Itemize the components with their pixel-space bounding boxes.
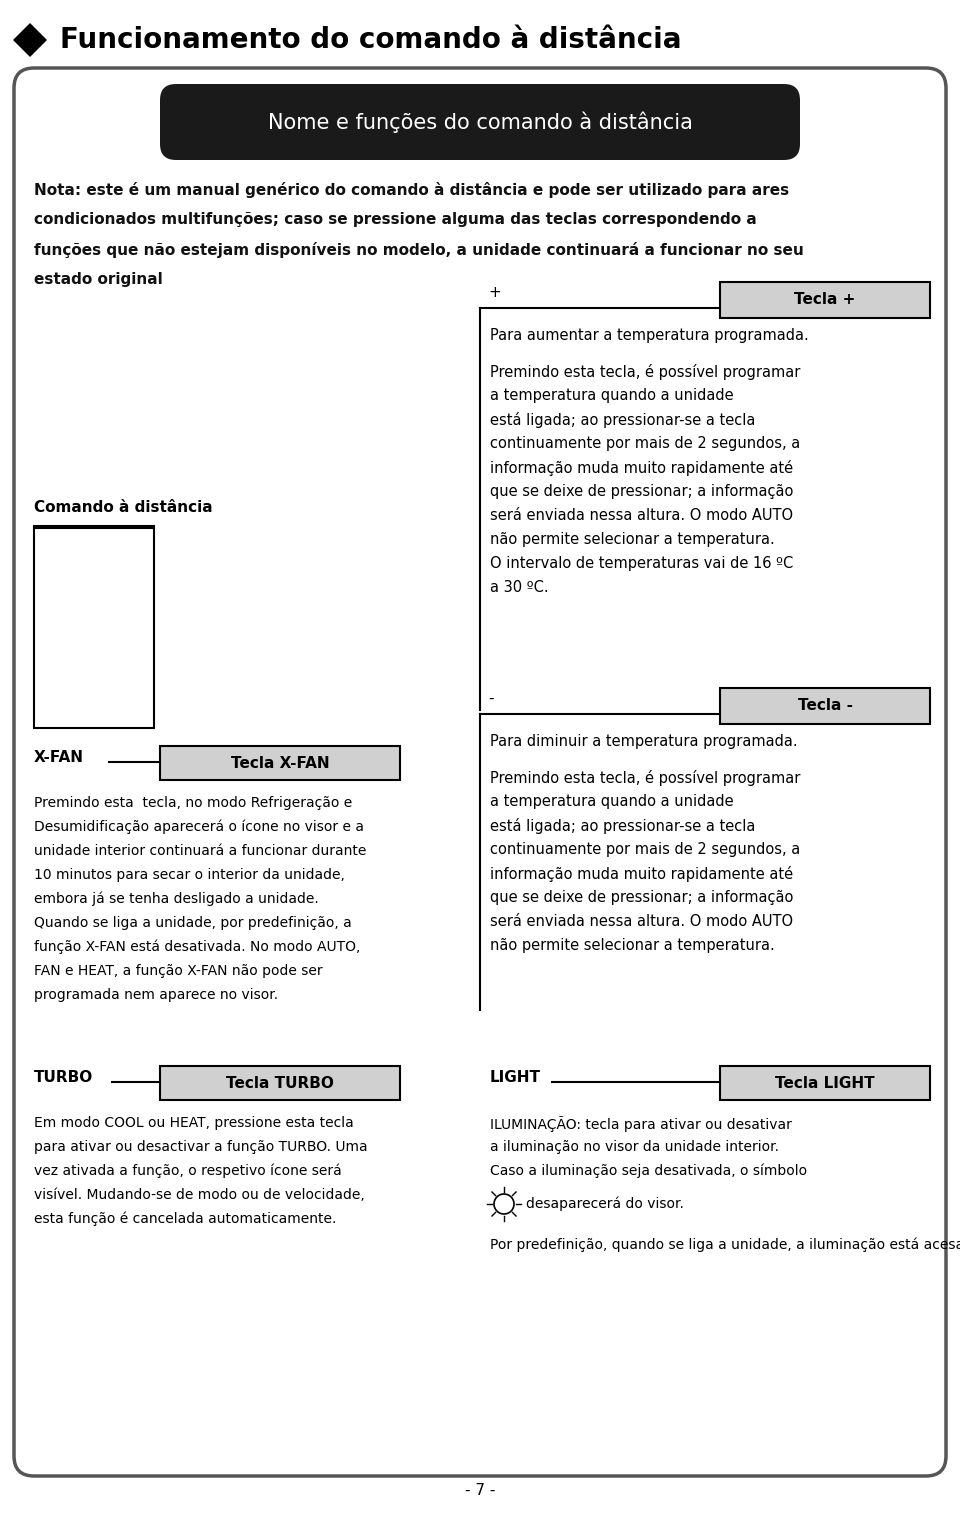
Bar <box>34 528 154 729</box>
Text: que se deixe de pressionar; a informação: que se deixe de pressionar; a informação <box>490 890 793 905</box>
Text: FAN e HEAT, a função X-FAN não pode ser: FAN e HEAT, a função X-FAN não pode ser <box>34 964 323 978</box>
Text: funções que não estejam disponíveis no modelo, a unidade continuará a funcionar : funções que não estejam disponíveis no m… <box>34 242 804 259</box>
Text: 10 minutos para secar o interior da unidade,: 10 minutos para secar o interior da unid… <box>34 868 345 882</box>
Text: vez ativada a função, o respetivo ícone será: vez ativada a função, o respetivo ícone … <box>34 1164 342 1179</box>
Text: Tecla +: Tecla + <box>794 292 855 307</box>
Text: LIGHT: LIGHT <box>490 1069 541 1084</box>
Text: X-FAN: X-FAN <box>34 750 84 765</box>
Text: programada nem aparece no visor.: programada nem aparece no visor. <box>34 989 278 1002</box>
Text: unidade interior continuará a funcionar durante: unidade interior continuará a funcionar … <box>34 844 367 858</box>
Text: estado original: estado original <box>34 272 163 287</box>
Text: condicionados multifunções; caso se pressione alguma das teclas correspondendo a: condicionados multifunções; caso se pres… <box>34 211 756 227</box>
Text: Tecla TURBO: Tecla TURBO <box>226 1075 334 1091</box>
Text: ILUMINAÇÃO: tecla para ativar ou desativar: ILUMINAÇÃO: tecla para ativar ou desativ… <box>490 1116 792 1132</box>
Text: Por predefinição, quando se liga a unidade, a iluminação está acesa.: Por predefinição, quando se liga a unida… <box>490 1238 960 1252</box>
Text: para ativar ou desactivar a função TURBO. Uma: para ativar ou desactivar a função TURBO… <box>34 1141 368 1154</box>
Text: Para aumentar a temperatura programada.: Para aumentar a temperatura programada. <box>490 329 808 344</box>
Text: Nota: este é um manual genérico do comando à distância e pode ser utilizado para: Nota: este é um manual genérico do coman… <box>34 183 789 198</box>
Text: Funcionamento do comando à distância: Funcionamento do comando à distância <box>60 26 682 55</box>
Text: Tecla -: Tecla - <box>798 698 852 713</box>
Text: Comando à distância: Comando à distância <box>34 500 212 516</box>
Text: não permite selecionar a temperatura.: não permite selecionar a temperatura. <box>490 532 775 548</box>
Text: função X-FAN está desativada. No modo AUTO,: função X-FAN está desativada. No modo AU… <box>34 940 360 955</box>
FancyBboxPatch shape <box>14 68 946 1475</box>
Bar <box>720 1066 930 1100</box>
Bar <box>720 687 930 724</box>
Text: -: - <box>488 691 493 706</box>
Text: Premindo esta tecla, é possível programar: Premindo esta tecla, é possível programa… <box>490 364 801 380</box>
Text: +: + <box>488 284 501 300</box>
Text: Nome e funções do comando à distância: Nome e funções do comando à distância <box>268 111 692 132</box>
Bar <box>160 1066 400 1100</box>
Text: será enviada nessa altura. O modo AUTO: será enviada nessa altura. O modo AUTO <box>490 508 793 523</box>
Circle shape <box>494 1194 514 1214</box>
Text: que se deixe de pressionar; a informação: que se deixe de pressionar; a informação <box>490 484 793 499</box>
Text: está ligada; ao pressionar-se a tecla: está ligada; ao pressionar-se a tecla <box>490 818 756 834</box>
Text: a temperatura quando a unidade: a temperatura quando a unidade <box>490 794 733 809</box>
Text: Para diminuir a temperatura programada.: Para diminuir a temperatura programada. <box>490 735 798 748</box>
Text: Em modo COOL ou HEAT, pressione esta tecla: Em modo COOL ou HEAT, pressione esta tec… <box>34 1116 353 1130</box>
Text: informação muda muito rapidamente até: informação muda muito rapidamente até <box>490 865 793 882</box>
Text: visível. Mudando-se de modo ou de velocidade,: visível. Mudando-se de modo ou de veloci… <box>34 1188 365 1202</box>
Polygon shape <box>13 23 47 56</box>
Text: desaparecerá do visor.: desaparecerá do visor. <box>526 1197 684 1211</box>
Bar <box>720 281 930 318</box>
Text: a temperatura quando a unidade: a temperatura quando a unidade <box>490 388 733 403</box>
Text: embora já se tenha desligado a unidade.: embora já se tenha desligado a unidade. <box>34 891 319 907</box>
Text: continuamente por mais de 2 segundos, a: continuamente por mais de 2 segundos, a <box>490 437 801 452</box>
FancyBboxPatch shape <box>160 84 800 160</box>
Text: informação muda muito rapidamente até: informação muda muito rapidamente até <box>490 459 793 476</box>
Text: a iluminação no visor da unidade interior.: a iluminação no visor da unidade interio… <box>490 1141 779 1154</box>
Text: Quando se liga a unidade, por predefinição, a: Quando se liga a unidade, por predefiniç… <box>34 916 351 929</box>
Text: a 30 ºC.: a 30 ºC. <box>490 580 548 595</box>
Text: Tecla LIGHT: Tecla LIGHT <box>775 1075 875 1091</box>
Text: Premindo esta  tecla, no modo Refrigeração e: Premindo esta tecla, no modo Refrigeraçã… <box>34 795 352 811</box>
Text: Premindo esta tecla, é possível programar: Premindo esta tecla, é possível programa… <box>490 770 801 786</box>
Text: não permite selecionar a temperatura.: não permite selecionar a temperatura. <box>490 938 775 954</box>
Text: TURBO: TURBO <box>34 1069 93 1084</box>
Text: O intervalo de temperaturas vai de 16 ºC: O intervalo de temperaturas vai de 16 ºC <box>490 557 793 570</box>
Text: Tecla X-FAN: Tecla X-FAN <box>230 756 329 771</box>
Text: esta função é cancelada automaticamente.: esta função é cancelada automaticamente. <box>34 1212 336 1226</box>
Bar <box>160 745 400 780</box>
Text: Caso a iluminação seja desativada, o símbolo: Caso a iluminação seja desativada, o sím… <box>490 1164 807 1179</box>
Text: Desumidificação aparecerá o ícone no visor e a: Desumidificação aparecerá o ícone no vis… <box>34 820 364 835</box>
Text: será enviada nessa altura. O modo AUTO: será enviada nessa altura. O modo AUTO <box>490 914 793 929</box>
Text: - 7 -: - 7 - <box>465 1483 495 1498</box>
Text: está ligada; ao pressionar-se a tecla: está ligada; ao pressionar-se a tecla <box>490 412 756 427</box>
Text: continuamente por mais de 2 segundos, a: continuamente por mais de 2 segundos, a <box>490 843 801 856</box>
